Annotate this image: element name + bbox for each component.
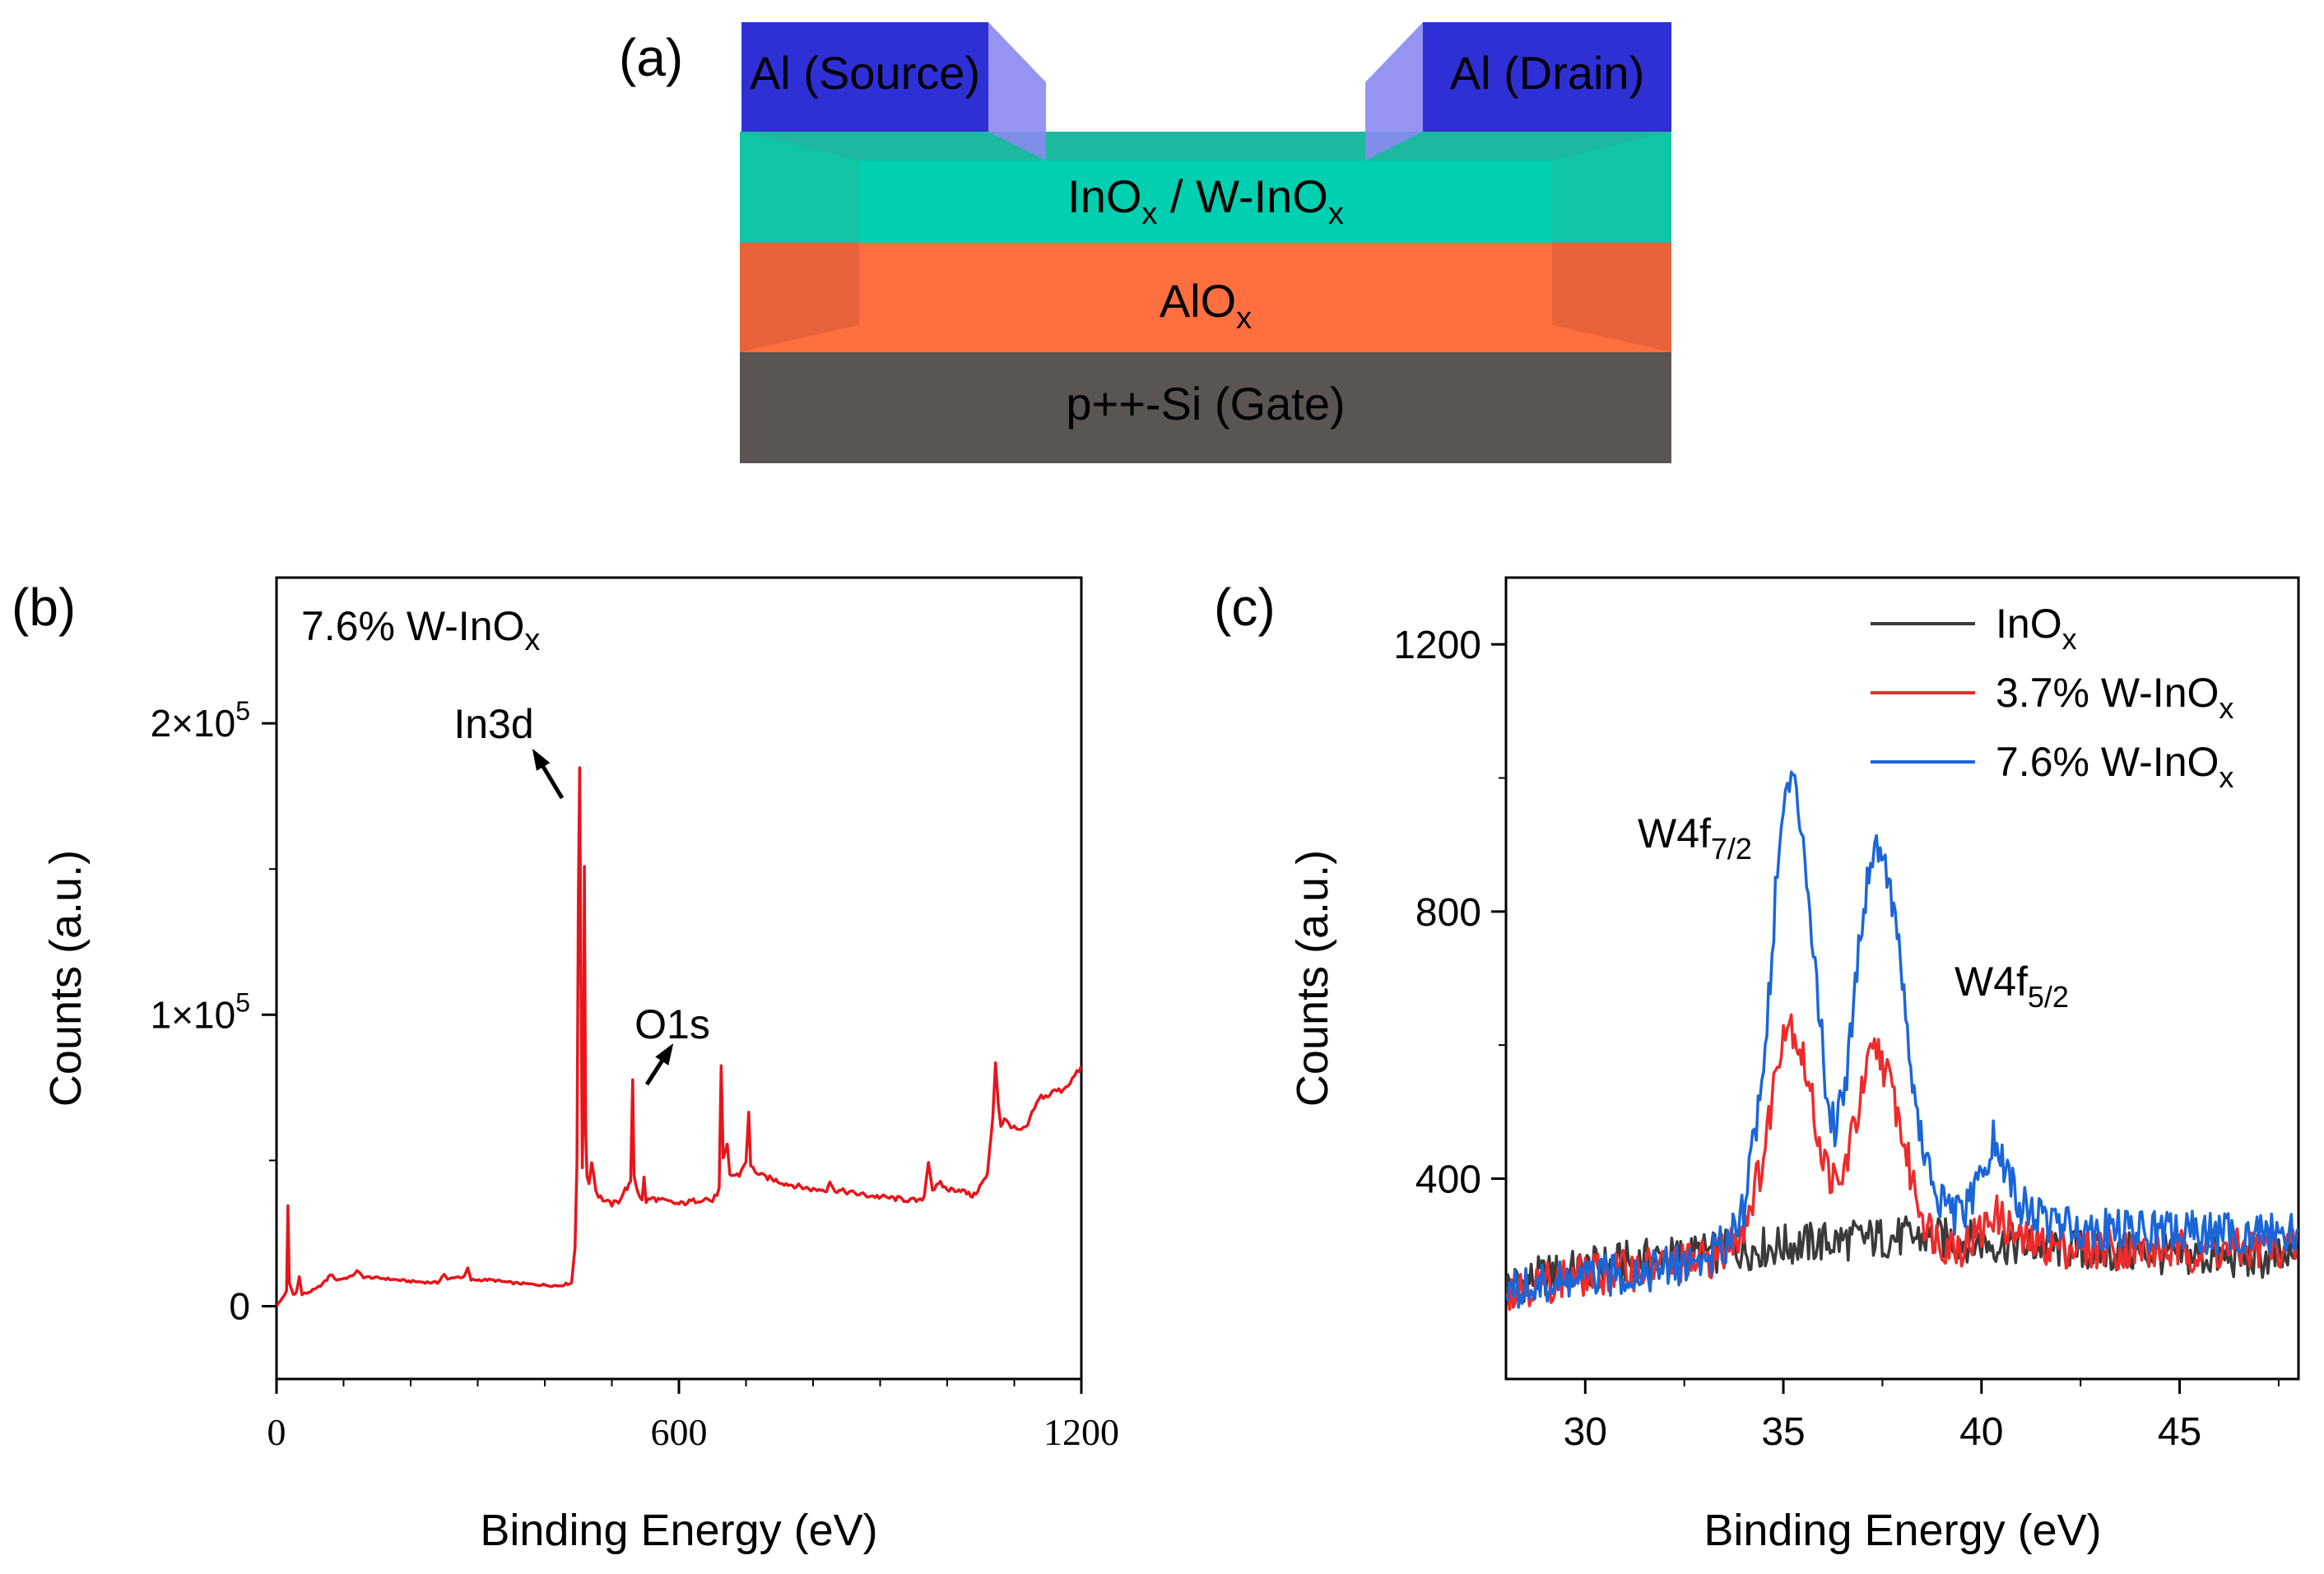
panel-c-x-tick-label: 30 — [1564, 1410, 1607, 1454]
panel-c-plot-frame — [1504, 576, 2300, 1381]
panel-c-legend-label: 3.7% W-InOx — [1996, 670, 2233, 725]
panel-b-peak-arrowhead — [655, 1042, 674, 1066]
dielectric-layer: AlOx — [740, 243, 1671, 352]
panel-c-y-tick-label: 1200 — [1393, 624, 1481, 667]
panel-b-peak-label: O1s — [634, 1001, 710, 1047]
panel-c-x-axis-title: Binding Energy (eV) — [1703, 1506, 2101, 1555]
panel-b-x-tick-label: 0 — [267, 1411, 286, 1453]
panel-c-x-tick-label: 35 — [1761, 1410, 1805, 1454]
panel-a-schematic: (a) p++-Si (Gate) AlOx InOx / W-InOx Al — [619, 22, 1671, 463]
panel-c-series-line — [1506, 1013, 2298, 1312]
panel-b-chart: (b) 0 600 1200 0 1×105 2×105 7.6% W-InOx In3d… — [12, 576, 1119, 1555]
panel-c-x-tick-label: 40 — [1959, 1410, 2003, 1454]
panel-c-label: (c) — [1214, 578, 1276, 637]
drain-electrode-label: Al (Drain) — [1450, 47, 1644, 99]
panel-b-y-tick-label: 1×105 — [151, 987, 250, 1036]
panel-c-x-tick-label: 45 — [2158, 1410, 2201, 1454]
drain-electrode: Al (Drain) — [1365, 22, 1671, 160]
source-electrode: Al (Source) — [741, 22, 1046, 160]
panel-b-plot-frame — [275, 576, 1083, 1381]
panel-c-chart: (c) 30 35 40 45 400 800 1200 W4f7/2 W4f5/2 InOx… — [1214, 576, 2300, 1555]
panel-c-series-line — [1506, 770, 2298, 1309]
panel-b-x-tick-label: 1200 — [1043, 1411, 1119, 1453]
panel-c-peak-label: W4f7/2 — [1638, 810, 1752, 866]
panel-a-label: (a) — [619, 28, 683, 87]
gate-layer-label: p++-Si (Gate) — [1066, 378, 1345, 429]
panel-b-x-tick-label: 600 — [651, 1411, 708, 1453]
panel-b-peak-label: In3d — [453, 701, 533, 747]
channel-layer: InOx / W-InOx — [740, 132, 1671, 243]
panel-b-y-axis-title: Counts (a.u.) — [41, 850, 91, 1107]
panel-c-y-tick-label: 800 — [1415, 891, 1481, 935]
source-electrode-label: Al (Source) — [750, 47, 980, 99]
panel-b-x-axis-title: Binding Energy (eV) — [480, 1506, 877, 1555]
panel-b-y-tick-label: 2×105 — [151, 696, 250, 745]
panel-c-y-tick-label: 400 — [1415, 1158, 1481, 1202]
panel-b-peak-arrowhead — [532, 748, 551, 771]
channel-layer-label: InOx / W-InOx — [1067, 170, 1344, 231]
panel-c-y-axis-title: Counts (a.u.) — [1288, 850, 1337, 1107]
panel-c-legend-label: 7.6% W-InOx — [1996, 739, 2233, 794]
panel-b-annotation: 7.6% W-InOx — [301, 603, 540, 657]
dielectric-layer-label: AlOx — [1160, 275, 1252, 336]
panel-c-legend-label: InOx — [1996, 601, 2077, 656]
panel-b-y-tick-label: 0 — [229, 1284, 250, 1327]
panel-b-label: (b) — [12, 578, 76, 637]
panel-c-peak-label: W4f5/2 — [1954, 959, 2069, 1014]
panel-b-series-line — [277, 766, 1081, 1308]
